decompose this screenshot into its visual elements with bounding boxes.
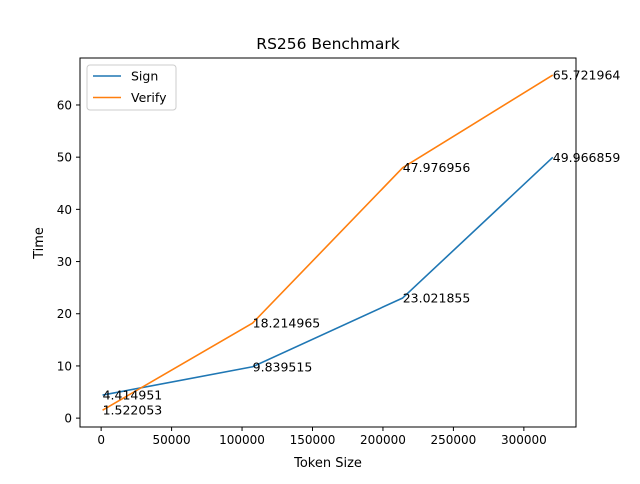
chart-title: RS256 Benchmark [256, 35, 399, 53]
data-label-verify: 65.721964 [553, 68, 621, 83]
series-layer [102, 74, 554, 411]
x-tick-label: 150000 [290, 433, 336, 447]
data-label-verify: 18.214965 [253, 316, 321, 331]
x-tick-label: 0 [97, 433, 105, 447]
legend-label-verify: Verify [131, 90, 167, 105]
y-tick-label: 20 [57, 307, 72, 321]
x-axis-ticks: 0 50000 100000 150000 200000 250000 300000 [97, 427, 547, 447]
series-line-verify [102, 74, 554, 411]
y-tick-label: 60 [57, 98, 72, 112]
x-axis-label: Token Size [293, 456, 362, 471]
y-tick-label: 0 [64, 412, 72, 426]
y-tick-label: 50 [57, 151, 72, 165]
legend: Sign Verify [86, 64, 177, 111]
plot-frame [79, 57, 577, 428]
x-tick-label: 100000 [219, 433, 265, 447]
data-label-verify: 1.522053 [103, 403, 163, 418]
y-tick-label: 40 [57, 203, 72, 217]
series-line-sign [102, 156, 554, 396]
x-tick-label: 50000 [152, 433, 190, 447]
data-label-verify: 47.976956 [403, 160, 471, 175]
y-axis-label: Time [32, 227, 47, 260]
data-label-sign: 49.966859 [553, 150, 621, 165]
y-tick-label: 30 [57, 255, 72, 269]
y-tick-label: 10 [57, 359, 72, 373]
x-tick-label: 250000 [431, 433, 477, 447]
data-label-sign: 9.839515 [253, 359, 313, 374]
y-axis-ticks: 0 10 20 30 40 50 60 [57, 98, 80, 426]
data-label-sign: 23.021855 [403, 290, 471, 305]
data-label-sign: 4.414951 [103, 388, 163, 403]
x-tick-label: 300000 [501, 433, 547, 447]
x-tick-label: 200000 [360, 433, 406, 447]
data-labels-layer: 4.414951 9.839515 23.021855 49.966859 1.5220… [103, 68, 621, 418]
legend-label-sign: Sign [131, 69, 158, 84]
